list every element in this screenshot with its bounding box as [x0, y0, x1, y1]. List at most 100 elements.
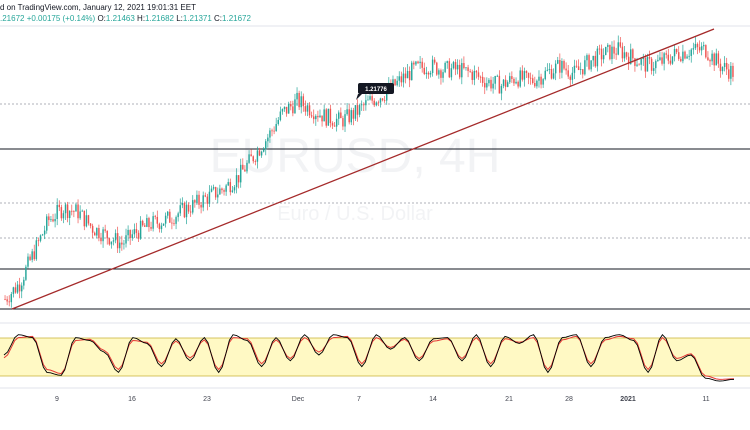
candle-body	[81, 210, 83, 212]
candle-body	[379, 98, 382, 103]
candle-body	[129, 229, 131, 239]
candle-body	[452, 62, 455, 69]
candle-body	[509, 76, 511, 83]
candle-body	[730, 65, 732, 79]
candle-body	[550, 68, 553, 79]
candle-body	[344, 114, 346, 127]
candle-body	[646, 57, 649, 72]
candle-body	[542, 79, 544, 85]
candle-body	[573, 65, 576, 73]
candle-body	[91, 225, 94, 233]
candle-body	[267, 137, 269, 142]
candle-body	[429, 72, 432, 75]
candle-body	[46, 216, 48, 231]
candle-body	[673, 49, 676, 57]
candle-body	[164, 215, 167, 224]
candle-body	[538, 76, 540, 81]
high-value: 1.21682	[145, 14, 174, 23]
x-tick-label: 7	[357, 396, 361, 403]
candle-body	[600, 48, 603, 60]
candle-body	[217, 194, 219, 198]
candle-body	[621, 46, 624, 59]
candle-body	[214, 187, 217, 198]
candle-body	[703, 45, 705, 47]
trend-line[interactable]	[11, 28, 715, 310]
candle-body	[604, 46, 607, 56]
candle-body	[219, 188, 221, 195]
candle-body	[655, 61, 657, 69]
candle-body	[348, 109, 350, 123]
candle-body	[296, 92, 298, 100]
time-axis: 9 16 23 Dec 7 14 21 28 2021 11	[55, 396, 710, 403]
candle-body	[484, 82, 486, 88]
candle-body	[402, 73, 405, 83]
candle-body	[269, 130, 271, 138]
candle-body	[511, 76, 513, 79]
candle-body	[469, 70, 471, 72]
candle-body	[488, 79, 490, 84]
candle-body	[139, 220, 142, 239]
candle-body	[385, 91, 388, 101]
candle-body	[590, 60, 592, 70]
candle-body	[383, 100, 386, 102]
candle-body	[327, 108, 330, 126]
candle-body	[444, 62, 446, 73]
candle-body	[450, 68, 453, 78]
callout-box	[358, 83, 394, 94]
candle-body	[686, 56, 688, 59]
candle-body	[623, 52, 626, 59]
candle-body	[684, 51, 686, 59]
candle-body	[108, 238, 111, 245]
candle-body	[458, 64, 461, 78]
candle-body	[436, 62, 438, 75]
candle-body	[634, 58, 636, 66]
candle-body	[223, 190, 225, 192]
candle-body	[665, 53, 667, 55]
candle-body	[592, 55, 594, 61]
open-value: 1.21463	[105, 14, 135, 23]
candle-body	[48, 216, 50, 221]
x-tick-label: 16	[128, 396, 136, 403]
candle-body	[688, 55, 690, 57]
candle-body	[35, 240, 38, 260]
candle-body	[728, 69, 730, 79]
candle-body	[529, 77, 532, 79]
candle-body	[467, 67, 469, 71]
candle-body	[534, 82, 536, 87]
candle-body	[492, 83, 494, 89]
candle-body	[212, 187, 215, 189]
candle-body	[294, 99, 296, 114]
candle-body	[25, 266, 27, 280]
candle-body	[290, 104, 292, 107]
candle-body	[454, 62, 457, 70]
candle-body	[235, 175, 238, 188]
candle-body	[340, 112, 342, 119]
candle-body	[252, 156, 254, 162]
x-tick-label: 23	[203, 396, 211, 403]
candle-body	[586, 55, 588, 61]
candle-body	[500, 85, 503, 94]
candle-body	[427, 72, 430, 75]
candle-body	[33, 251, 35, 260]
x-tick-label: 21	[505, 396, 513, 403]
candle-body	[473, 70, 476, 80]
candle-body	[479, 76, 482, 78]
candle-body	[638, 64, 640, 66]
candle-body	[196, 194, 198, 203]
candle-body	[360, 104, 363, 106]
candle-body	[504, 79, 507, 87]
candle-body	[37, 240, 40, 242]
candle-body	[694, 43, 697, 49]
low-label: L:	[176, 14, 183, 23]
candle-body	[166, 211, 169, 216]
candle-body	[519, 70, 521, 87]
candle-body	[133, 229, 136, 235]
candle-body	[144, 225, 146, 227]
candle-body	[548, 68, 551, 70]
candle-body	[250, 154, 252, 157]
candle-body	[546, 69, 549, 71]
candle-body	[544, 70, 546, 80]
candle-body	[156, 216, 159, 224]
callout-text: 1.21776	[365, 87, 387, 93]
